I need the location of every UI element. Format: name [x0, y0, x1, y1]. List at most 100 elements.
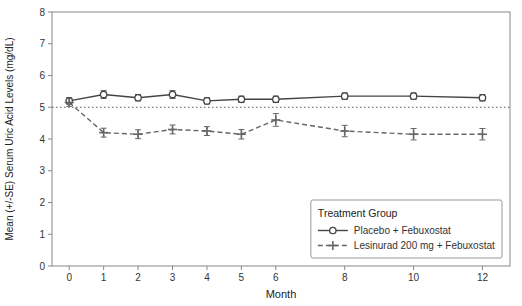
point — [134, 130, 143, 139]
point — [202, 127, 211, 136]
y-tick-label: 2 — [39, 197, 45, 208]
marker-part — [332, 241, 334, 250]
legend-marker — [330, 227, 336, 233]
y-tick — [48, 170, 52, 171]
y-tick-label: 7 — [39, 38, 45, 49]
y-tick-label: 6 — [39, 70, 45, 81]
x-tick — [69, 266, 70, 270]
x-tick-label: 1 — [101, 272, 107, 283]
point — [273, 96, 279, 102]
point — [65, 98, 74, 107]
x-tick — [206, 266, 207, 270]
point — [342, 93, 348, 99]
x-tick-label: 10 — [408, 272, 420, 283]
y-tick — [48, 234, 52, 235]
error-stem — [482, 129, 483, 140]
marker-part — [241, 130, 243, 139]
x-tick — [138, 266, 139, 270]
error-bar — [479, 95, 485, 101]
marker-part — [103, 128, 105, 137]
plot-area — [52, 91, 510, 140]
x-tick-label: 6 — [273, 272, 279, 283]
error-stem — [69, 99, 70, 107]
x-tick-label: 5 — [239, 272, 245, 283]
y-tick — [48, 75, 52, 76]
y-tick — [48, 107, 52, 108]
y-tick — [48, 266, 52, 267]
point — [238, 96, 244, 102]
error-cap — [342, 125, 348, 126]
y-tick-label: 5 — [39, 102, 45, 113]
error-stem — [413, 129, 414, 140]
error-cap — [273, 126, 279, 127]
legend-label: Placebo + Febuxostat — [354, 225, 451, 236]
point — [100, 91, 106, 97]
error-stem — [206, 127, 207, 136]
x-tick — [275, 266, 276, 270]
x-tick-label: 4 — [204, 272, 210, 283]
y-axis-label: Mean (+/-SE) Serum Uric Acid Levels (mg/… — [4, 37, 15, 240]
error-bar — [204, 98, 210, 104]
marker-part — [482, 130, 484, 139]
error-bar — [135, 95, 141, 101]
legend-marker — [328, 241, 337, 250]
error-bar — [101, 91, 107, 99]
point — [410, 93, 416, 99]
legend: Treatment GroupPlacebo + FebuxostatLesin… — [311, 200, 502, 258]
x-axis-label: Month — [266, 288, 297, 300]
point — [169, 91, 175, 97]
y-tick — [48, 12, 52, 13]
error-bar — [170, 91, 176, 99]
marker-part — [275, 115, 277, 124]
legend-item: Lesinurad 200 mg + Febuxostat — [318, 240, 495, 251]
plot-frame — [52, 12, 510, 266]
error-cap — [411, 139, 417, 140]
x-tick-label: 8 — [342, 272, 348, 283]
error-cap — [479, 139, 485, 140]
y-tick — [48, 43, 52, 44]
y-tick-label: 0 — [39, 261, 45, 272]
point — [479, 95, 485, 101]
point — [204, 98, 210, 104]
y-tick-label: 1 — [39, 229, 45, 240]
x-tick — [103, 266, 104, 270]
point — [168, 125, 177, 134]
x-tick-label: 0 — [66, 272, 72, 283]
marker-part — [137, 130, 139, 139]
chart: 012345681012012345678MonthMean (+/-SE) S… — [0, 0, 522, 306]
error-cap — [479, 128, 485, 129]
point — [99, 128, 108, 137]
error-stem — [344, 125, 345, 136]
marker-part — [413, 130, 415, 139]
legend-label: Lesinurad 200 mg + Febuxostat — [354, 240, 495, 251]
x-tick-label: 2 — [135, 272, 141, 283]
y-tick — [48, 202, 52, 203]
reference-line — [52, 107, 510, 108]
error-bar — [238, 96, 244, 102]
series — [66, 91, 486, 104]
error-bar — [411, 93, 417, 99]
point — [340, 127, 349, 136]
point — [478, 130, 487, 139]
error-bar — [342, 93, 348, 99]
error-stem — [241, 129, 242, 139]
error-stem — [275, 114, 276, 127]
error-cap — [342, 136, 348, 137]
x-tick — [413, 266, 414, 270]
x-tick — [172, 266, 173, 270]
x-tick-label: 12 — [477, 272, 489, 283]
marker-part — [68, 98, 70, 107]
x-tick — [241, 266, 242, 270]
marker-part — [206, 127, 208, 136]
marker-part — [172, 125, 174, 134]
point — [237, 130, 246, 139]
error-cap — [273, 113, 279, 114]
x-tick — [482, 266, 483, 270]
y-tick-label: 4 — [39, 134, 45, 145]
series — [65, 98, 487, 140]
y-tick-label: 8 — [39, 7, 45, 18]
y-tick — [48, 139, 52, 140]
point — [271, 115, 280, 124]
point — [135, 95, 141, 101]
error-stem — [172, 125, 173, 134]
